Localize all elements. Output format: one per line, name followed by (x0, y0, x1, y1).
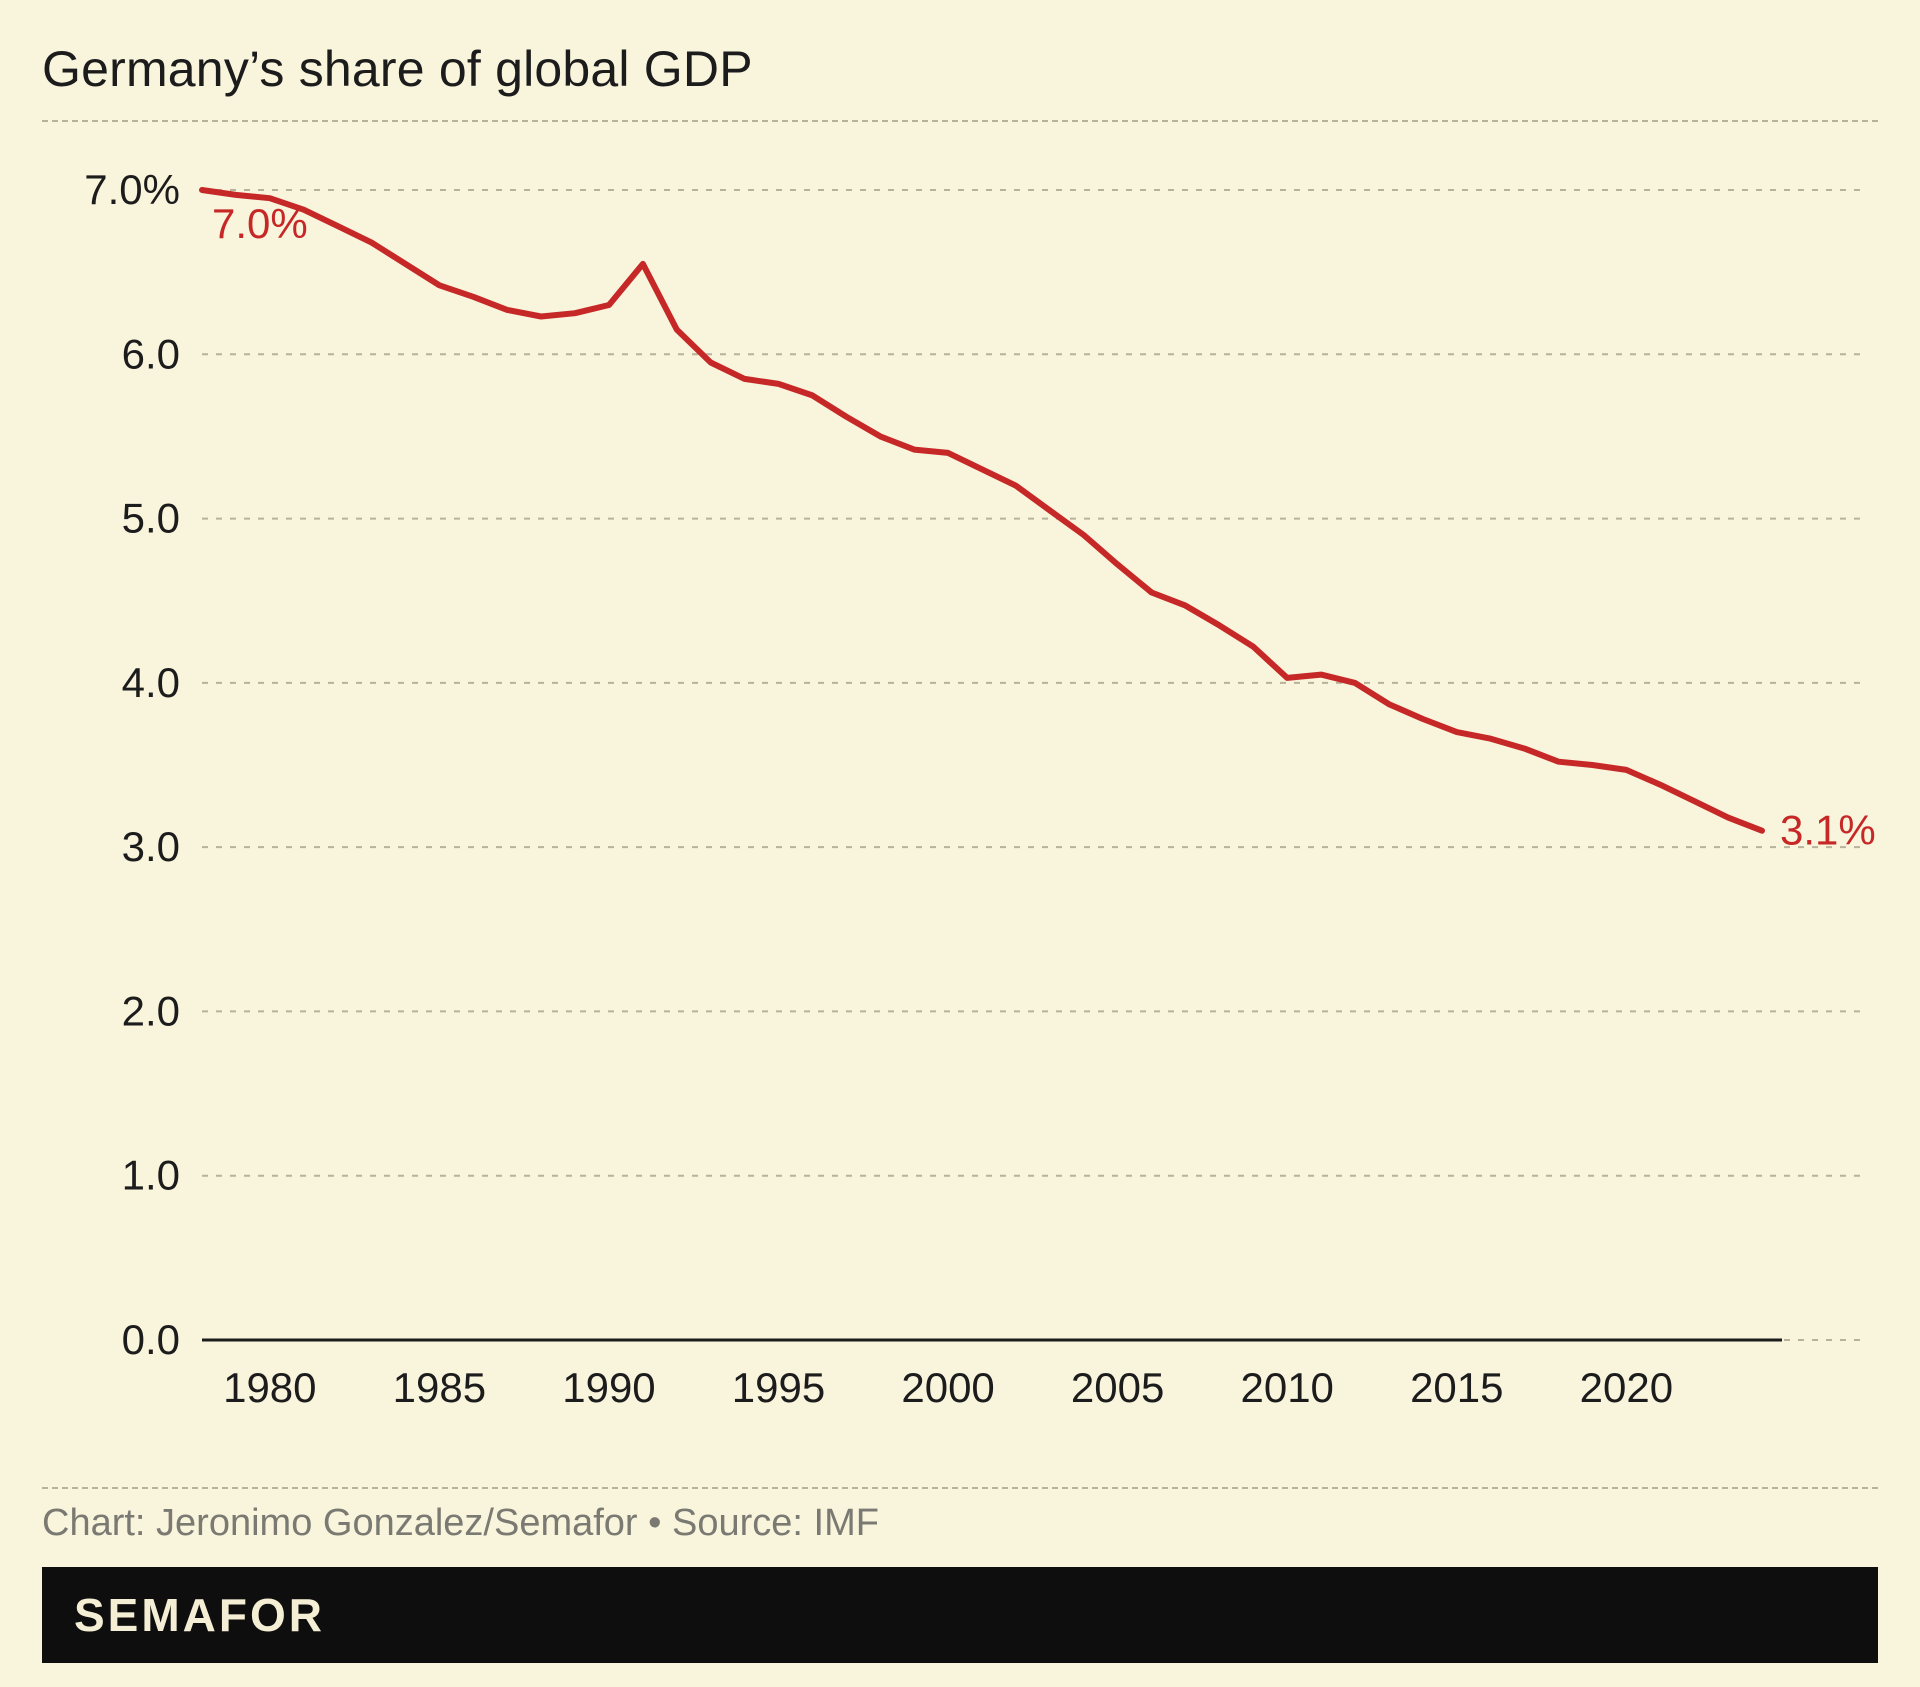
svg-text:4.0: 4.0 (122, 659, 180, 706)
chart-card: Germany’s share of global GDP 0.0 1.0 2.0 3… (0, 0, 1920, 1687)
y-tick-labels: 0.0 1.0 2.0 3.0 4.0 5.0 6.0 7.0% (84, 166, 180, 1363)
divider-top (42, 120, 1878, 122)
y-gridlines (202, 190, 1868, 1340)
svg-text:2015: 2015 (1410, 1364, 1503, 1411)
svg-text:1990: 1990 (562, 1364, 655, 1411)
svg-text:3.0: 3.0 (122, 823, 180, 870)
divider-bottom (42, 1487, 1878, 1489)
svg-text:2010: 2010 (1240, 1364, 1333, 1411)
svg-text:1985: 1985 (393, 1364, 486, 1411)
svg-text:7.0%: 7.0% (84, 166, 180, 213)
brand-footer: SEMAFOR (42, 1567, 1878, 1663)
svg-text:5.0: 5.0 (122, 495, 180, 542)
svg-text:2.0: 2.0 (122, 987, 180, 1034)
value-callouts: 7.0% 3.1% (212, 200, 1876, 854)
svg-text:3.1%: 3.1% (1780, 807, 1876, 854)
x-tick-labels: 1980 1985 1990 1995 2000 2005 2010 2015 2020 (223, 1364, 1673, 1411)
brand-wordmark: SEMAFOR (74, 1588, 325, 1642)
line-chart-svg: 0.01.02.03.04.05.06.07.0% 19801985199019… (42, 160, 1878, 1447)
chart-credit: Chart: Jeronimo Gonzalez/Semafor • Sourc… (42, 1502, 879, 1545)
svg-text:2005: 2005 (1071, 1364, 1164, 1411)
svg-text:2020: 2020 (1580, 1364, 1673, 1411)
svg-text:2000: 2000 (901, 1364, 994, 1411)
svg-text:6.0: 6.0 (122, 330, 180, 377)
svg-text:1.0: 1.0 (122, 1152, 180, 1199)
chart-area: 0.01.02.03.04.05.06.07.0% 19801985199019… (42, 160, 1878, 1447)
svg-text:1995: 1995 (732, 1364, 825, 1411)
svg-text:7.0%: 7.0% (212, 200, 308, 247)
svg-text:0.0: 0.0 (122, 1316, 180, 1363)
gdp-share-line (202, 190, 1762, 831)
chart-title: Germany’s share of global GDP (42, 40, 753, 98)
svg-text:1980: 1980 (223, 1364, 316, 1411)
